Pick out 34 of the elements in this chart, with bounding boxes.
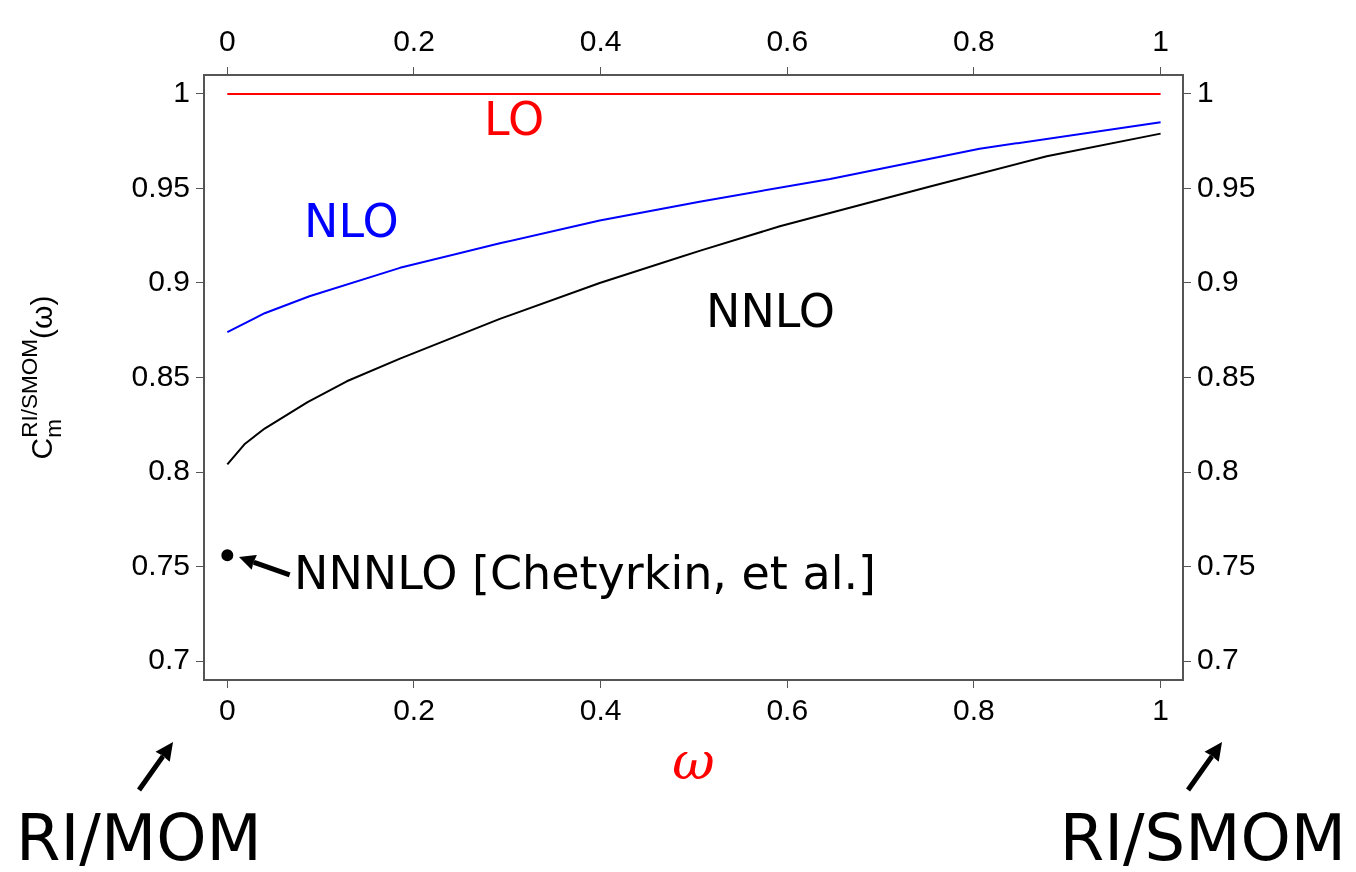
y-tick-label: 0.95 bbox=[131, 169, 190, 203]
y2-tick-label: 0.8 bbox=[1197, 453, 1239, 487]
x-tick-label: 0.6 bbox=[766, 693, 809, 727]
y2-tick-label: 0.9 bbox=[1197, 264, 1239, 298]
x2-tick-label: 0.4 bbox=[579, 24, 622, 58]
y2-tick-label: 0.95 bbox=[1197, 169, 1256, 203]
x-tick-label: 0.2 bbox=[393, 693, 435, 727]
x-tick-label: 0.4 bbox=[579, 693, 622, 727]
y-axis-title: CmRI/SMOM(ω) bbox=[17, 295, 66, 460]
y2-tick-label: 0.75 bbox=[1197, 547, 1256, 581]
x-axis-title: ω bbox=[672, 730, 715, 791]
y-tick-label: 0.85 bbox=[131, 358, 190, 392]
annotation: NNNLO [Chetyrkin, et al.] bbox=[294, 546, 877, 601]
y-tick-label: 0.9 bbox=[148, 264, 190, 298]
x2-tick-label: 0.2 bbox=[393, 24, 435, 58]
x-tick-label: 0 bbox=[218, 693, 236, 727]
y2-tick-label: 0.85 bbox=[1197, 358, 1256, 392]
x2-tick-label: 1 bbox=[1152, 24, 1169, 58]
x2-tick-label: 0 bbox=[218, 24, 236, 58]
x2-tick-label: 0.8 bbox=[953, 24, 995, 58]
y-tick-label: 0.8 bbox=[148, 453, 190, 487]
text: RI/SMOM bbox=[1059, 801, 1346, 872]
y-tick-label: 0.75 bbox=[131, 547, 190, 581]
series-label: LO bbox=[484, 91, 545, 146]
x-tick-label: 0.8 bbox=[953, 693, 995, 727]
series-label: NNLO bbox=[706, 283, 836, 338]
y-tick-label: 1 bbox=[173, 75, 190, 109]
x-tick-label: 1 bbox=[1152, 693, 1169, 727]
y-tick-label: 0.7 bbox=[148, 642, 190, 676]
y2-tick-label: 1 bbox=[1197, 75, 1214, 109]
y2-tick-label: 0.7 bbox=[1197, 642, 1239, 676]
series-label: NLO bbox=[304, 193, 399, 248]
x2-tick-label: 0.6 bbox=[766, 24, 809, 58]
text: RI/MOM bbox=[16, 801, 262, 872]
